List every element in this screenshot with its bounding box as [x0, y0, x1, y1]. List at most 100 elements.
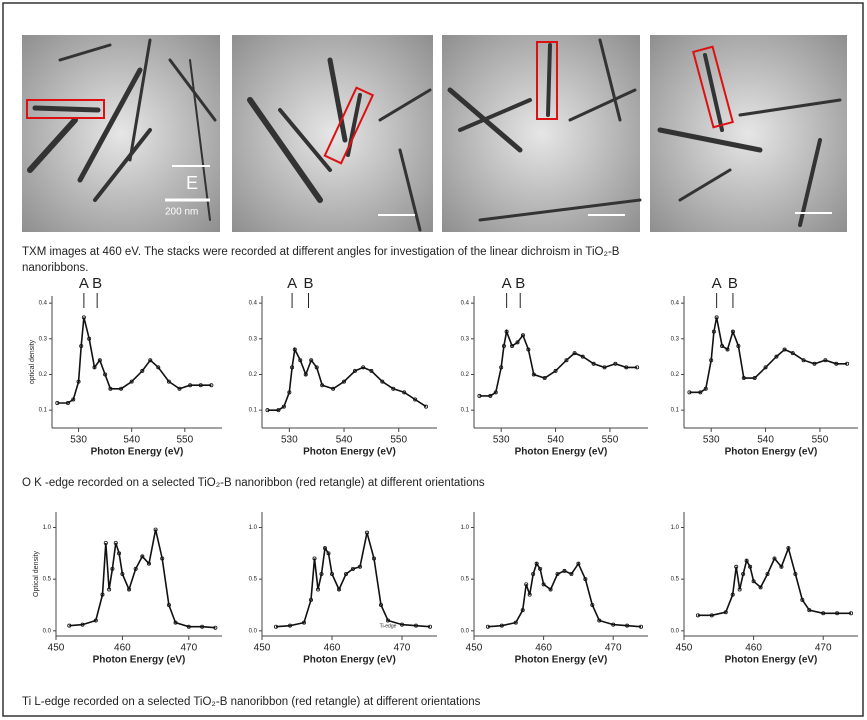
data-point [534, 561, 539, 566]
data-point [100, 592, 105, 597]
caption: Ti L-edge recorded on a selected TiO₂-B … [22, 696, 481, 708]
data-point [97, 358, 102, 363]
data-point [741, 376, 746, 381]
data-point [709, 613, 714, 618]
data-point [597, 618, 602, 623]
data-point [81, 315, 86, 320]
data-point [290, 365, 295, 370]
x-axis-label: Photon Energy (eV) [515, 447, 608, 458]
data-point [156, 365, 161, 370]
data-point [737, 587, 742, 592]
data-point [177, 386, 182, 391]
y-tick-label: 0.3 [461, 336, 470, 342]
data-point [510, 343, 515, 348]
spectrum [69, 529, 216, 629]
y-tick-label: 0.3 [671, 336, 680, 342]
data-point [385, 618, 390, 623]
y-tick-label: 1.0 [249, 525, 258, 531]
data-point [350, 566, 355, 571]
y-tick-label: 1.0 [43, 525, 52, 531]
data-point [213, 625, 218, 630]
data-point [209, 383, 214, 388]
peak-label: A [79, 275, 89, 292]
data-point [849, 611, 854, 616]
data-point [583, 577, 588, 582]
data-point [576, 561, 581, 566]
x-tick-label: 550 [602, 435, 619, 446]
data-point [369, 368, 374, 373]
data-point [499, 623, 504, 628]
data-point [695, 613, 700, 618]
data-point [140, 554, 145, 559]
spectrum [267, 346, 427, 411]
data-point [635, 365, 640, 370]
data-point [65, 401, 70, 406]
data-point [309, 358, 314, 363]
data-point [140, 368, 145, 373]
y-tick-label: 0.3 [39, 336, 48, 342]
data-point [352, 368, 357, 373]
data-point [342, 379, 347, 384]
data-point [711, 329, 716, 334]
txm-image [442, 35, 642, 232]
y-tick-label: 0.1 [671, 408, 680, 414]
x-tick-label: 550 [176, 435, 193, 446]
data-point [504, 329, 509, 334]
x-tick-label: 530 [281, 435, 298, 446]
y-tick-label: 1.0 [461, 525, 470, 531]
x-axis-label: Photon Energy (eV) [725, 655, 818, 666]
data-point [527, 592, 532, 597]
data-point [493, 390, 498, 395]
data-point [413, 397, 418, 402]
field-label: E [186, 173, 198, 193]
y-tick-label: 0.0 [671, 628, 680, 634]
data-point [531, 572, 536, 577]
data-point [166, 379, 171, 384]
x-tick-label: 450 [254, 643, 271, 654]
y-tick-label: 0.1 [461, 408, 470, 414]
y-tick-label: 0.2 [461, 372, 470, 378]
y-tick-label: 0.5 [249, 577, 258, 583]
data-point [477, 393, 482, 398]
data-point [92, 365, 97, 370]
spectrum [479, 328, 638, 397]
data-point [67, 623, 72, 628]
data-point [520, 333, 525, 338]
peak-label: A [502, 275, 512, 292]
y-tick-label: 0.4 [39, 301, 48, 307]
data-point [720, 343, 725, 348]
data-point [501, 343, 506, 348]
data-point [499, 365, 504, 370]
data-point [744, 558, 749, 563]
data-point [779, 564, 784, 569]
x-axis-label: Photon Energy (eV) [93, 655, 186, 666]
data-point [103, 541, 108, 546]
data-point [625, 623, 630, 628]
y-axis-label: Optical density [33, 551, 40, 597]
x-axis-label: Photon Energy (eV) [515, 655, 608, 666]
data-point [553, 368, 558, 373]
data-point [485, 624, 490, 629]
data-point [301, 620, 306, 625]
data-point [319, 572, 324, 577]
x-axis-label: Photon Energy (eV) [91, 447, 184, 458]
data-point [751, 579, 756, 584]
x-tick-label: 450 [466, 643, 483, 654]
x-tick-label: 550 [812, 435, 829, 446]
data-point [343, 572, 348, 577]
x-axis-label: Photon Energy (eV) [725, 447, 818, 458]
peak-label: A [712, 275, 722, 292]
data-point [117, 551, 122, 556]
y-tick-label: 0.0 [461, 628, 470, 634]
peak-label: B [303, 275, 313, 292]
data-point [548, 587, 553, 592]
y-tick-label: 0.5 [461, 577, 470, 583]
x-tick-label: 550 [390, 435, 407, 446]
data-point [714, 315, 719, 320]
data-point [580, 354, 585, 359]
data-point [391, 386, 396, 391]
data-point [198, 383, 203, 388]
data-point [542, 376, 547, 381]
data-point [611, 622, 616, 627]
